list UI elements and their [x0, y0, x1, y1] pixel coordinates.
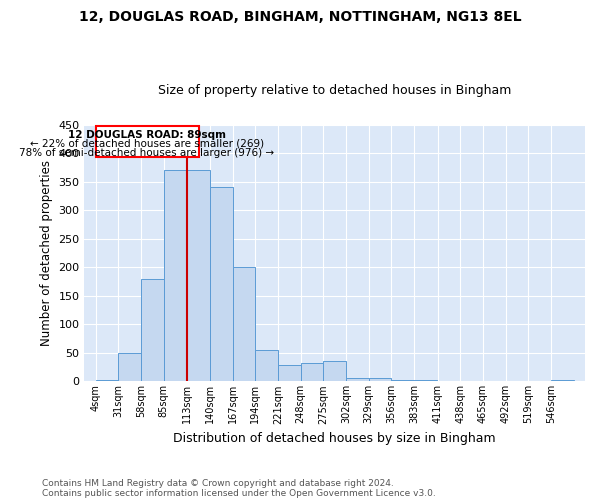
Title: Size of property relative to detached houses in Bingham: Size of property relative to detached ho…: [158, 84, 511, 97]
Bar: [95, 380, 118, 382]
Bar: [233, 267, 255, 382]
Text: Contains HM Land Registry data © Crown copyright and database right 2024.: Contains HM Land Registry data © Crown c…: [42, 478, 394, 488]
Bar: [414, 380, 437, 382]
Text: 12 DOUGLAS ROAD: 89sqm: 12 DOUGLAS ROAD: 89sqm: [68, 130, 226, 140]
Text: 78% of semi-detached houses are larger (976) →: 78% of semi-detached houses are larger (…: [19, 148, 275, 158]
Bar: [187, 170, 210, 382]
Bar: [346, 378, 368, 382]
Bar: [551, 380, 574, 382]
Bar: [323, 362, 346, 382]
Bar: [368, 378, 391, 382]
Text: ← 22% of detached houses are smaller (269): ← 22% of detached houses are smaller (26…: [30, 139, 264, 149]
Y-axis label: Number of detached properties: Number of detached properties: [40, 160, 53, 346]
Bar: [141, 278, 164, 382]
Bar: [391, 380, 414, 382]
Bar: [301, 362, 323, 382]
Bar: [278, 366, 301, 382]
Bar: [255, 350, 278, 382]
Text: 12, DOUGLAS ROAD, BINGHAM, NOTTINGHAM, NG13 8EL: 12, DOUGLAS ROAD, BINGHAM, NOTTINGHAM, N…: [79, 10, 521, 24]
Bar: [210, 188, 233, 382]
Text: Contains public sector information licensed under the Open Government Licence v3: Contains public sector information licen…: [42, 488, 436, 498]
FancyBboxPatch shape: [95, 126, 199, 157]
X-axis label: Distribution of detached houses by size in Bingham: Distribution of detached houses by size …: [173, 432, 496, 445]
Bar: [164, 170, 187, 382]
Bar: [118, 353, 141, 382]
